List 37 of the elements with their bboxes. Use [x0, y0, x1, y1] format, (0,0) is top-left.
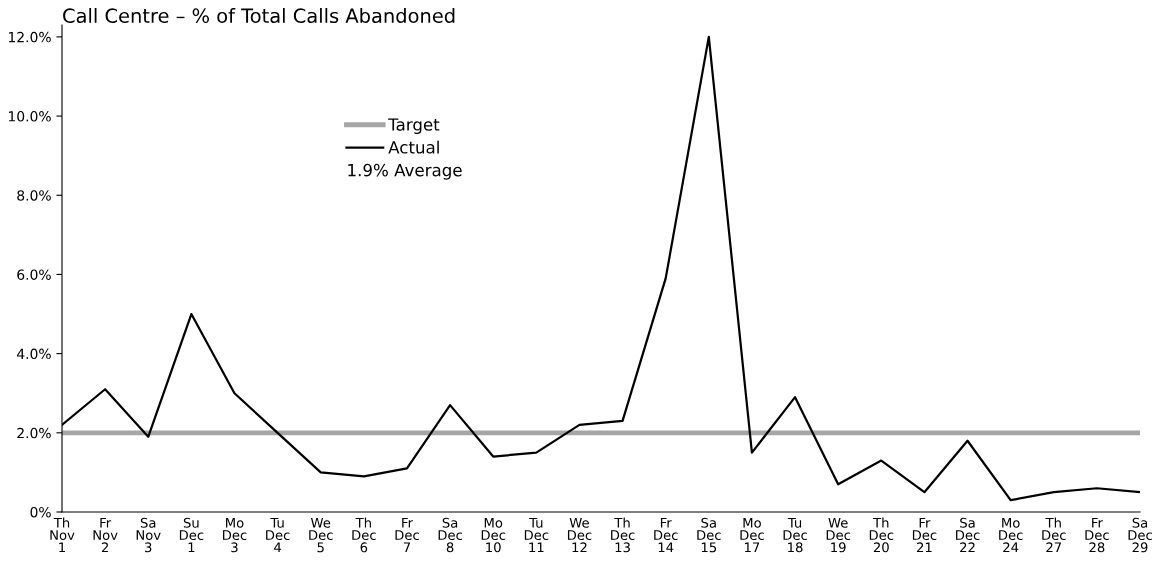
- x-tick-label: Th Dec 13: [611, 517, 635, 553]
- x-tick-label: Fr Dec 21: [912, 517, 937, 553]
- x-tick-label: Tu Dec 4: [266, 517, 290, 553]
- x-tick-label: Mo Dec 10: [481, 517, 506, 553]
- annotation: 1.9% Average: [348, 163, 462, 180]
- x-tick-label: Tu Dec 18: [783, 517, 807, 553]
- x-tick-label: Mo Dec 24: [999, 517, 1023, 553]
- legend-label: Target: [388, 118, 440, 135]
- x-tick-label: Sa Dec 8: [438, 517, 463, 553]
- x-tick-label: Su Dec 1: [179, 517, 204, 553]
- x-tick-label: Th Dec 27: [1042, 517, 1066, 553]
- legend-label: Actual: [388, 140, 439, 154]
- x-tick-label: We Dec 12: [567, 517, 592, 553]
- x-tick-label: Mo Dec 3: [223, 517, 247, 553]
- x-tick-label: We Dec 5: [309, 517, 333, 553]
- x-tick-label: Th Dec 6: [352, 517, 376, 553]
- x-tick-label: Fr Dec 28: [1085, 517, 1109, 553]
- y-tick-label: 10.0%: [8, 111, 51, 122]
- x-tick-label: We Dec 19: [826, 517, 851, 553]
- x-tick-label: Th Dec 20: [869, 517, 894, 553]
- y-tick-label: 4.0%: [16, 348, 51, 360]
- x-tick-label: Fr Dec 7: [395, 517, 419, 553]
- x-tick-label: Fr Nov 2: [93, 517, 118, 553]
- x-tick-label: Sa Dec 29: [1128, 517, 1152, 553]
- x-tick-label: Th Nov 1: [50, 517, 75, 553]
- x-tick-label: Sa Dec 22: [956, 517, 980, 553]
- y-tick-label: 2.0%: [17, 427, 51, 439]
- x-tick-label: Fr Dec 14: [654, 517, 678, 553]
- y-tick-label: 12.0%: [8, 31, 51, 43]
- chart-title: Call Centre – % of Total Calls Abandoned: [63, 8, 455, 24]
- x-tick-label: Mo Dec 17: [740, 517, 764, 553]
- x-tick-label: Sa Dec 15: [697, 517, 721, 553]
- y-tick-label: 0%: [30, 506, 51, 518]
- x-tick-label: Sa Nov 3: [136, 517, 161, 553]
- x-tick-label: Tu Dec 11: [524, 517, 549, 553]
- y-tick-label: 8.0%: [17, 190, 51, 201]
- y-tick-label: 6.0%: [17, 269, 51, 280]
